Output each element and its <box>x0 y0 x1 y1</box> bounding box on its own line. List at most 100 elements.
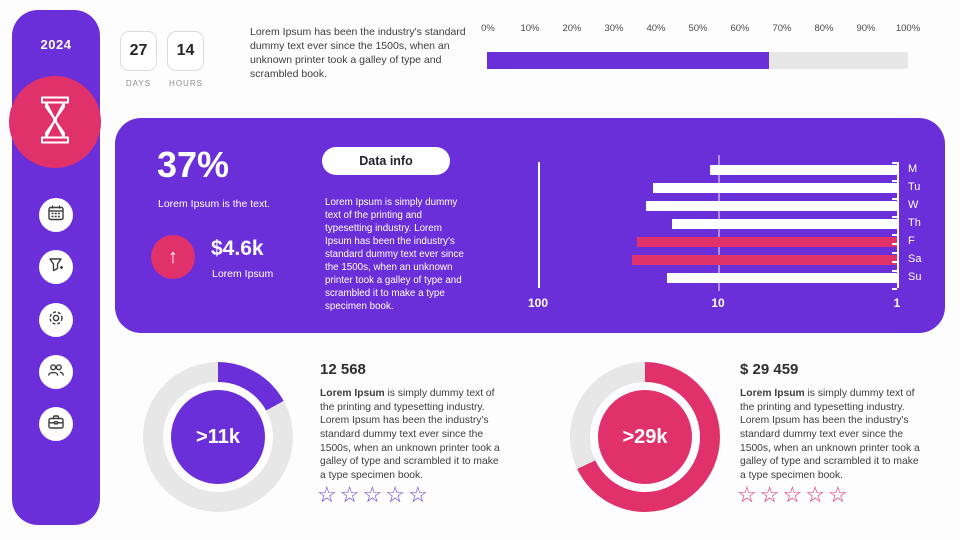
stat-left-lead: Lorem Ipsum <box>320 388 385 399</box>
hours-value: 14 <box>176 42 195 59</box>
axis-tick <box>892 243 897 245</box>
main-panel: 37% Lorem Ipsum is the text. ↑ $4.6k Lor… <box>115 118 945 333</box>
stat-right-title: $ 29 459 <box>740 361 799 378</box>
days-label: DAYS <box>125 79 152 88</box>
star-icon[interactable]: ☆ <box>805 482 828 507</box>
days-value: 27 <box>129 42 148 59</box>
star-icon[interactable]: ☆ <box>827 482 851 507</box>
axis-tick <box>892 288 897 290</box>
star-icon[interactable]: ☆ <box>339 482 363 507</box>
hourglass-badge <box>9 76 101 168</box>
stat-left-title: 12 568 <box>320 361 366 378</box>
star-icon[interactable]: ☆ <box>317 482 340 507</box>
axis-tick <box>892 225 897 227</box>
donut-right-center-label: >29k <box>598 390 692 484</box>
star-icon[interactable]: ☆ <box>759 482 783 507</box>
up-arrow-icon: ↑ <box>168 245 178 268</box>
axis-tick <box>892 279 897 281</box>
star-icon[interactable]: ☆ <box>782 482 806 507</box>
sidebar-item-users[interactable] <box>39 355 73 389</box>
hours-card: 14 <box>167 31 204 71</box>
axis-label-10: 10 <box>711 296 725 310</box>
weekday-bar-chart: 100 10 1 M Tu W Th F Sa Su <box>528 118 945 333</box>
scale-tick-label: 100% <box>895 23 921 34</box>
progress-bar-fill <box>487 52 770 69</box>
days-card: 27 <box>120 31 157 71</box>
bar-M <box>710 165 897 175</box>
hourglass-icon <box>35 96 75 149</box>
sidebar-item-calendar[interactable] <box>39 198 73 232</box>
bar-F <box>637 237 897 247</box>
kpi-value: $4.6k <box>211 237 264 260</box>
sidebar-item-settings[interactable] <box>39 303 73 337</box>
stat-left-paragraph: Lorem Ipsum is simply dummy text of the … <box>320 387 503 483</box>
axis-tick <box>892 270 897 272</box>
axis-label-1: 1 <box>893 296 901 310</box>
scale-tick-label: 90% <box>856 23 876 34</box>
scale-tick-label: 50% <box>688 23 708 34</box>
bar-Tu <box>652 183 897 193</box>
axis-label-100: 100 <box>527 296 549 310</box>
stat-right-paragraph: Lorem Ipsum is simply dummy text of the … <box>740 387 923 483</box>
day-label-F: F <box>908 235 915 247</box>
scale-tick-label: 40% <box>646 23 666 34</box>
axis-100-line <box>538 162 540 288</box>
filter-icon <box>47 256 65 279</box>
bar-Su <box>667 273 897 283</box>
axis-tick <box>892 171 897 173</box>
scale-tick-label: 70% <box>772 23 792 34</box>
gear-icon <box>47 309 65 332</box>
year-label: 2024 <box>40 37 72 52</box>
bar-Sa <box>631 255 897 265</box>
percent-value: 37% <box>157 144 230 185</box>
star-icon[interactable]: ☆ <box>362 482 386 507</box>
users-icon <box>47 361 65 384</box>
briefcase-icon <box>47 413 65 436</box>
progress-bar-track <box>487 52 908 69</box>
axis-tick <box>892 198 897 200</box>
star-icon[interactable]: ☆ <box>737 482 760 507</box>
scale-tick-label: 0% <box>481 23 495 34</box>
progress-scale-labels: 0% 10% 20% 30% 40% 50% 60% 70% 80% 90% 100% <box>481 23 920 35</box>
axis-tick <box>892 261 897 263</box>
bar-W <box>646 201 897 211</box>
scale-tick-label: 10% <box>520 23 540 34</box>
intro-paragraph: Lorem Ipsum has been the industry's stan… <box>250 26 466 80</box>
kpi-caption: Lorem Ipsum <box>212 268 274 280</box>
rating-stars-left: ☆☆☆☆☆ <box>317 482 431 508</box>
stat-right-lead: Lorem Ipsum <box>740 388 805 399</box>
sidebar-item-filter[interactable] <box>39 250 73 284</box>
bar-Th <box>671 219 897 229</box>
day-label-W: W <box>908 199 919 211</box>
axis-tick <box>892 234 897 236</box>
day-label-M: M <box>908 163 918 175</box>
axis-tick <box>892 252 897 254</box>
sidebar-item-briefcase[interactable] <box>39 407 73 441</box>
percent-caption: Lorem Ipsum is the text. <box>158 198 271 210</box>
day-label-Th: Th <box>908 217 921 229</box>
hours-label: HOURS <box>169 79 203 88</box>
day-label-Sa: Sa <box>908 253 922 265</box>
axis-tick <box>892 162 897 164</box>
rating-stars-right: ☆☆☆☆☆ <box>737 482 851 508</box>
panel-description: Lorem Ipsum is simply dummy text of the … <box>325 197 464 313</box>
axis-tick <box>892 216 897 218</box>
stat-left-body: is simply dummy text of the printing and… <box>320 388 500 482</box>
sidebar: 2024 <box>9 10 101 525</box>
calendar-icon <box>47 204 65 227</box>
donut-chart-right: >29k <box>570 362 720 512</box>
stat-right-body: is simply dummy text of the printing and… <box>740 388 920 482</box>
axis-tick <box>892 180 897 182</box>
scale-tick-label: 60% <box>730 23 750 34</box>
star-icon[interactable]: ☆ <box>385 482 408 507</box>
data-info-button[interactable]: Data info <box>322 147 450 175</box>
scale-tick-label: 30% <box>604 23 624 34</box>
kpi-arrow-badge: ↑ <box>151 235 195 279</box>
star-icon[interactable]: ☆ <box>407 482 431 507</box>
day-label-Su: Su <box>908 271 922 283</box>
day-label-Tu: Tu <box>908 181 921 193</box>
scale-tick-label: 80% <box>814 23 834 34</box>
axis-tick <box>892 207 897 209</box>
donut-chart-left: >11k <box>143 362 293 512</box>
axis-1-line <box>897 162 899 288</box>
